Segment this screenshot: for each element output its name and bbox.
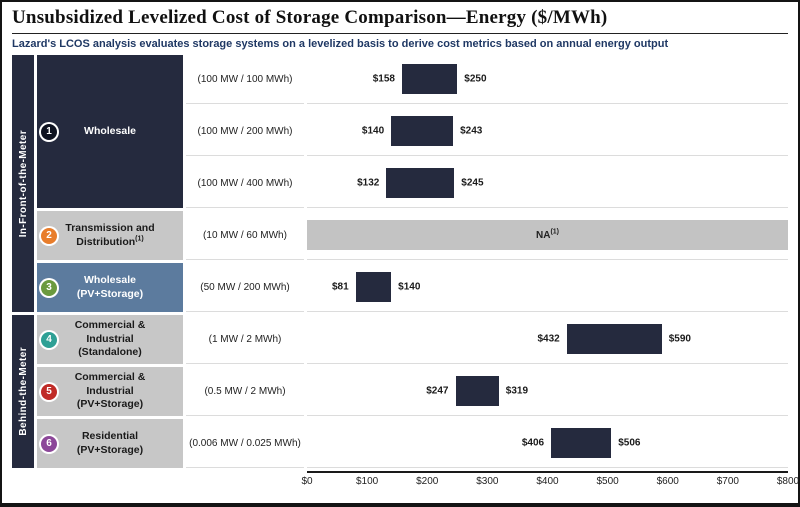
category-number-badge: 4 — [41, 331, 57, 348]
plot-row: NA(1) — [307, 211, 788, 260]
bar-low-value: $247 — [426, 385, 449, 397]
bar-low-value: $81 — [332, 281, 349, 293]
x-axis-tick: $0 — [301, 476, 313, 487]
bar-high-value: $140 — [398, 281, 421, 293]
category-number-badge: 2 — [41, 227, 57, 244]
plot-row: $158 $250 — [307, 55, 788, 104]
spec-label: (0.5 MW / 2 MWh) — [186, 367, 304, 416]
x-axis-tick: $100 — [356, 476, 379, 487]
bar-high-value: $590 — [668, 333, 691, 345]
bar — [401, 64, 458, 94]
x-axis-tick: $500 — [596, 476, 619, 487]
category-label: Wholesale (PV+Storage) — [76, 273, 144, 300]
bar-low-value: $432 — [537, 333, 560, 345]
plot-row: $406 $506 — [307, 419, 788, 468]
category-number-badge: 1 — [41, 123, 57, 140]
cost-range-bar: $158 $250 — [373, 64, 487, 94]
category-transmission-distribution: 2 Transmission and Distribution(1) — [37, 211, 183, 260]
cost-range-bar: $247 $319 — [426, 376, 528, 406]
meter-band-label: Behind-the-Meter — [17, 347, 29, 436]
cost-range-bar: $81 $140 — [332, 272, 420, 302]
category-residential-pv-storage: 6 Residential (PV+Storage) — [37, 419, 183, 468]
bar-high-value: $319 — [505, 385, 529, 397]
spec-label: (1 MW / 2 MWh) — [186, 315, 304, 364]
plot-row: $132 $245 — [307, 159, 788, 208]
category-commercial-industrial-pv-storage: 5 Commercial & Industrial (PV+Storage) — [37, 367, 183, 416]
header: Unsubsidized Levelized Cost of Storage C… — [2, 2, 798, 51]
category-label: Commercial & Industrial (PV+Storage) — [74, 371, 146, 411]
bar — [355, 272, 392, 302]
spec-label: (50 MW / 200 MWh) — [186, 263, 304, 312]
cost-range-bar: $432 $590 — [537, 324, 691, 354]
category-label: Transmission and Distribution(1) — [65, 222, 154, 249]
spec-label: (100 MW / 200 MWh) — [186, 107, 304, 156]
meter-band-in-front-of-the-meter: In-Front-of-the-Meter — [12, 55, 34, 312]
na-bar: NA(1) — [307, 220, 788, 250]
bar — [391, 116, 454, 146]
spec-label: (10 MW / 60 MWh) — [186, 211, 304, 260]
spec-label: (0.006 MW / 0.025 MWh) — [186, 419, 304, 468]
bar-low-value: $132 — [357, 177, 380, 189]
x-axis-tick: $600 — [656, 476, 679, 487]
x-axis: $0 $100 $200 $300 $400 $500 $600 $700 $8… — [301, 471, 798, 491]
category-label-text: Transmission and Distribution — [65, 221, 155, 248]
cost-range-bar: $140 $243 — [362, 116, 482, 146]
cost-range-bar: $406 $506 — [522, 428, 640, 458]
x-axis-tick: $700 — [716, 476, 739, 487]
category-wholesale: 1 Wholesale — [37, 55, 183, 208]
category-wholesale-pv-storage: 3 Wholesale (PV+Storage) — [37, 263, 183, 312]
category-label: Residential (PV+Storage) — [76, 429, 144, 456]
bar — [386, 168, 455, 198]
bar-low-value: $406 — [521, 437, 545, 449]
category-commercial-industrial-standalone: 4 Commercial & Industrial (Standalone) — [37, 315, 183, 364]
bar — [566, 324, 662, 354]
footnote-marker: (1) — [550, 228, 559, 236]
category-number-badge: 3 — [41, 279, 57, 296]
plot-row: $81 $140 — [307, 263, 788, 312]
bar — [455, 376, 499, 406]
x-axis-tick: $400 — [536, 476, 559, 487]
bar-high-value: $245 — [461, 177, 484, 189]
x-axis-tick: $800 — [776, 476, 800, 487]
bar-low-value: $140 — [361, 125, 385, 137]
plot-row: $247 $319 — [307, 367, 788, 416]
meter-band-behind-the-meter: Behind-the-Meter — [12, 315, 34, 468]
footnote-marker: (1) — [135, 235, 144, 242]
category-number-badge: 5 — [41, 383, 57, 400]
category-label: Wholesale — [84, 124, 136, 137]
bar-high-value: $250 — [464, 73, 487, 85]
na-label: NA(1) — [535, 228, 559, 241]
page-title: Unsubsidized Levelized Cost of Storage C… — [12, 7, 788, 34]
category-label: Commercial & Industrial (Standalone) — [74, 319, 146, 359]
spec-label: (100 MW / 400 MWh) — [186, 159, 304, 208]
bar-high-value: $506 — [618, 437, 641, 449]
x-axis-tick: $300 — [476, 476, 499, 487]
bar-high-value: $243 — [460, 125, 483, 137]
spec-label: (100 MW / 100 MWh) — [186, 55, 304, 104]
x-axis-tick: $200 — [416, 476, 439, 487]
plot-row: $432 $590 — [307, 315, 788, 364]
na-bar-fill: NA(1) — [307, 220, 788, 250]
plot-row: $140 $243 — [307, 107, 788, 156]
category-number-badge: 6 — [41, 435, 57, 452]
cost-range-bar: $132 $245 — [357, 168, 484, 198]
page-subtitle: Lazard's LCOS analysis evaluates storage… — [12, 38, 669, 50]
na-label-text: NA — [535, 229, 551, 241]
meter-band-label: In-Front-of-the-Meter — [17, 129, 29, 238]
bar — [551, 428, 612, 458]
bar-low-value: $158 — [372, 73, 395, 85]
lcos-chart: In-Front-of-the-Meter Behind-the-Meter 1… — [2, 51, 798, 491]
